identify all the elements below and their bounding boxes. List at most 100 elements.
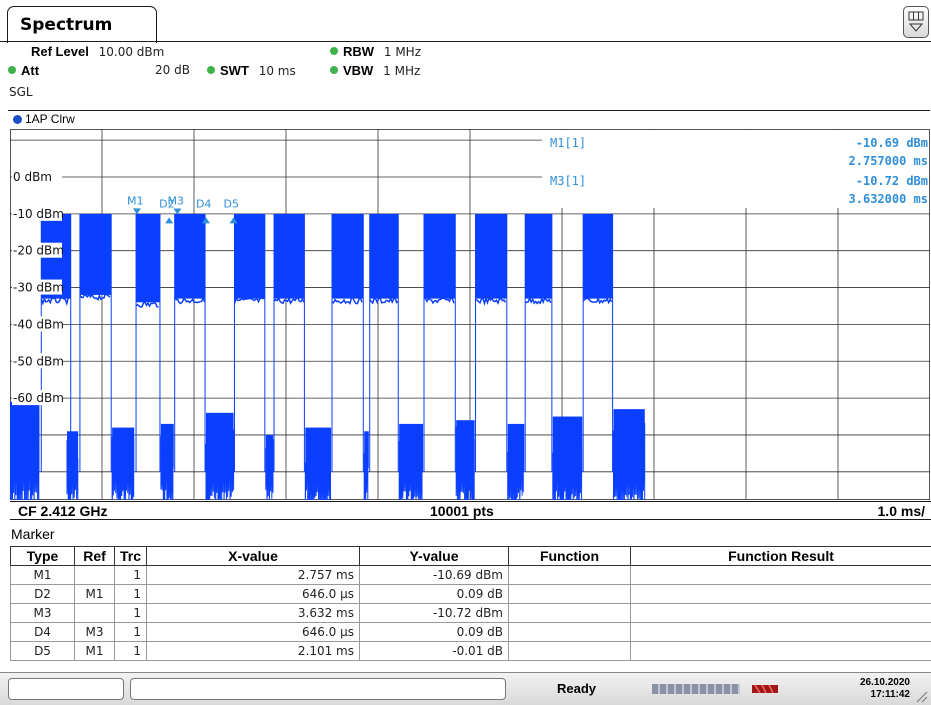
date-time: 26.10.2020 17:11:42 xyxy=(820,677,910,701)
date-label: 26.10.2020 xyxy=(859,677,910,688)
cell-x-value: 2.101 ms xyxy=(146,641,360,661)
vbw-coupled-indicator xyxy=(330,66,338,74)
trace-noise-spikes xyxy=(10,403,40,500)
marker-table-title: Marker xyxy=(11,526,55,542)
cell-type: D2 xyxy=(10,584,75,604)
swt-coupled-indicator xyxy=(207,66,215,74)
y-tick-label-bg xyxy=(12,169,62,184)
y-tick-label-bg xyxy=(12,353,62,369)
col-x-value: X-value xyxy=(146,546,360,566)
cell-function xyxy=(508,565,631,585)
col-ref: Ref xyxy=(74,546,115,566)
marker-table-header: Type Ref Trc X-value Y-value Function Fu… xyxy=(10,546,931,566)
trace-noise-spikes xyxy=(398,425,423,500)
ref-level-value: 10.00 dBm xyxy=(98,45,165,59)
ref-level-setting[interactable]: Ref Level 10.00 dBm xyxy=(31,44,164,61)
marker-readout: M1[1] -10.69 dBm 2.757000 ms M3[1] -10.72 dB… xyxy=(542,130,929,208)
marker-d4: D4 xyxy=(196,197,211,224)
cell-function-result xyxy=(630,565,931,585)
trace-burst-edge xyxy=(525,296,552,305)
trace-noise-floor xyxy=(364,431,369,469)
marker-label: D2 xyxy=(159,197,174,210)
cell-type: M3 xyxy=(10,603,75,623)
table-row[interactable]: M1 1 2.757 ms -10.69 dBm xyxy=(10,565,931,585)
cell-function-result xyxy=(630,603,931,623)
spectrum-plot[interactable]: 0 dBm -10 dBm -20 dBm -30 dBm -40 dBm -50 dBm… xyxy=(10,129,930,500)
marker-label: M3 xyxy=(167,195,184,208)
cell-function xyxy=(508,641,631,661)
cell-trc: 1 xyxy=(114,641,147,661)
vbw-value: 1 MHz xyxy=(383,64,421,78)
status-ready-text: Ready xyxy=(557,681,597,696)
ref-level-label: Ref Level xyxy=(31,44,89,59)
trace-burst-edge xyxy=(475,295,507,307)
trace-burst xyxy=(424,213,456,299)
trace-burst xyxy=(475,213,507,299)
readout-label: M3[1] xyxy=(550,174,586,188)
table-row[interactable]: D5 M1 1 2.101 ms -0.01 dB xyxy=(10,641,931,661)
marker-readout-bg xyxy=(542,130,929,208)
center-frequency-label[interactable]: CF 2.412 GHz xyxy=(18,503,108,519)
marker-triangle xyxy=(173,208,182,215)
cell-function-result xyxy=(630,584,931,604)
swt-label: SWT xyxy=(220,63,249,78)
rbw-value: 1 MHz xyxy=(383,45,421,59)
resize-grip-icon[interactable] xyxy=(914,689,928,703)
cell-ref xyxy=(74,603,115,623)
table-row[interactable]: D4 M3 1 646.0 µs 0.09 dB xyxy=(10,622,931,642)
marker-triangle xyxy=(165,217,174,224)
marker-triangle xyxy=(229,217,238,224)
col-trc: Trc xyxy=(114,546,147,566)
table-row[interactable]: M3 1 3.632 ms -10.72 dBm xyxy=(10,603,931,623)
status-input-box-1[interactable] xyxy=(8,678,124,700)
cell-y-value: -10.72 dBm xyxy=(359,603,509,623)
cell-ref: M1 xyxy=(74,641,115,661)
rbw-setting[interactable]: RBW 1 MHz xyxy=(330,44,421,61)
trace-noise-spikes xyxy=(613,410,646,500)
marker-d2: D2 xyxy=(159,197,175,224)
trace-burst-edge xyxy=(369,296,399,305)
trace-burst-edge xyxy=(423,296,455,305)
cell-y-value: 0.09 dB xyxy=(359,622,509,642)
marker-triangle xyxy=(132,208,141,215)
cell-y-value: -10.69 dBm xyxy=(359,565,509,585)
col-function: Function xyxy=(508,546,631,566)
span-per-division-label[interactable]: 1.0 ms/ xyxy=(877,503,925,519)
trace-noise-spikes xyxy=(205,416,235,500)
marker-d5: D5 xyxy=(224,197,239,224)
cell-function xyxy=(508,622,631,642)
col-type: Type xyxy=(10,546,75,566)
trace-burst-edge xyxy=(135,301,159,308)
cell-ref xyxy=(74,565,115,585)
rbw-coupled-indicator xyxy=(330,47,338,55)
status-input-box-2[interactable] xyxy=(130,678,506,700)
att-setting[interactable]: Att xyxy=(8,63,39,80)
marker-triangle xyxy=(201,217,210,224)
trace-noise-spikes xyxy=(304,429,331,500)
vbw-setting[interactable]: VBW 1 MHz xyxy=(330,63,420,80)
trace-indicator-icon xyxy=(13,115,22,124)
marker-label: M1 xyxy=(127,194,143,207)
spectrum-plot-svg: 0 dBm -10 dBm -20 dBm -30 dBm -40 dBm -50 dBm… xyxy=(10,129,930,500)
window-setup-button[interactable] xyxy=(903,6,929,38)
y-tick-label-bg xyxy=(12,205,62,221)
cell-trc: 1 xyxy=(114,565,147,585)
cell-type: D5 xyxy=(10,641,75,661)
tab-spectrum[interactable]: Spectrum xyxy=(7,6,157,43)
cell-y-value: -0.01 dB xyxy=(359,641,509,661)
y-tick-label-bg xyxy=(12,390,62,406)
vbw-label: VBW xyxy=(343,63,374,78)
rbw-label: RBW xyxy=(343,44,375,59)
status-bar: Ready 26.10.2020 17:11:42 xyxy=(0,672,931,705)
swt-setting[interactable]: SWT 10 ms xyxy=(207,63,296,80)
table-row[interactable]: D2 M1 1 646.0 µs 0.09 dB xyxy=(10,584,931,604)
cell-function-result xyxy=(630,641,931,661)
cell-function xyxy=(508,584,631,604)
cell-x-value: 646.0 µs xyxy=(146,622,360,642)
cell-x-value: 2.757 ms xyxy=(146,565,360,585)
trace-noise-spikes xyxy=(455,424,475,500)
trace-noise-spikes xyxy=(160,429,174,500)
y-tick-label-bg xyxy=(12,316,62,332)
sweep-points-label[interactable]: 10001 pts xyxy=(430,503,494,519)
